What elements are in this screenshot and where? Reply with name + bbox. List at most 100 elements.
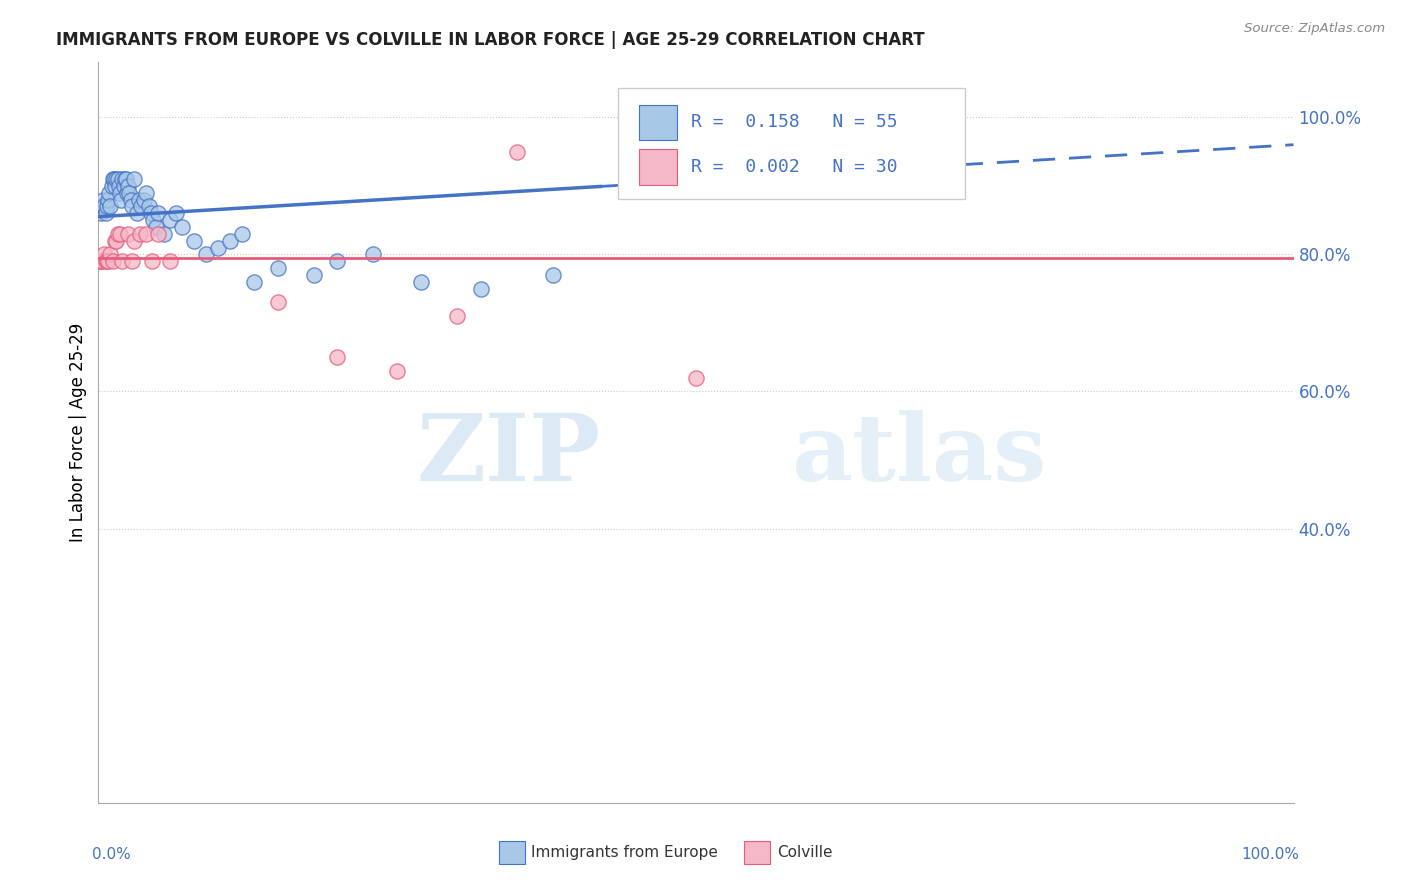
Point	[131, 199, 153, 213]
Point	[108, 186, 131, 200]
Point	[135, 227, 157, 241]
Point	[90, 206, 112, 220]
Point	[117, 178, 139, 193]
Point	[105, 234, 128, 248]
Point	[120, 193, 142, 207]
Point	[125, 206, 148, 220]
Point	[97, 193, 120, 207]
Point	[207, 240, 229, 255]
Point	[121, 254, 143, 268]
Point	[804, 137, 827, 152]
Point	[91, 193, 114, 207]
Bar	[638, 104, 676, 140]
Y-axis label: In Labor Force | Age 25-29: In Labor Force | Age 25-29	[69, 323, 87, 542]
Point	[117, 227, 139, 241]
Point	[115, 172, 138, 186]
Point	[112, 178, 135, 193]
Point	[411, 275, 433, 289]
Point	[89, 254, 111, 268]
Point	[98, 247, 122, 261]
Text: atlas: atlas	[792, 409, 1047, 500]
Point	[195, 247, 218, 261]
Point	[865, 137, 887, 152]
Point	[363, 247, 385, 261]
Point	[104, 178, 127, 193]
Point	[91, 254, 114, 268]
Text: IMMIGRANTS FROM EUROPE VS COLVILLE IN LABOR FORCE | AGE 25-29 CORRELATION CHART: IMMIGRANTS FROM EUROPE VS COLVILLE IN LA…	[56, 31, 925, 49]
Point	[219, 234, 242, 248]
Point	[101, 172, 124, 186]
Point	[541, 268, 564, 282]
Text: R =  0.158   N = 55: R = 0.158 N = 55	[692, 113, 898, 131]
Point	[96, 254, 118, 268]
Point	[118, 186, 141, 200]
Point	[231, 227, 253, 241]
Point	[91, 199, 114, 213]
Point	[129, 227, 152, 241]
Text: Source: ZipAtlas.com: Source: ZipAtlas.com	[1244, 22, 1385, 36]
Point	[135, 186, 157, 200]
Point	[153, 227, 176, 241]
Point	[93, 199, 115, 213]
Point	[326, 254, 349, 268]
Text: Colville: Colville	[778, 845, 832, 860]
Point	[172, 219, 194, 234]
FancyBboxPatch shape	[619, 88, 965, 200]
Point	[96, 199, 118, 213]
Point	[128, 193, 150, 207]
Point	[107, 178, 129, 193]
Point	[111, 172, 134, 186]
Point	[124, 172, 146, 186]
Point	[121, 199, 143, 213]
Point	[267, 295, 290, 310]
Point	[267, 261, 290, 276]
Point	[105, 172, 128, 186]
Point	[107, 227, 129, 241]
Text: 0.0%: 0.0%	[93, 847, 131, 863]
Point	[101, 254, 124, 268]
Point	[148, 206, 170, 220]
Point	[139, 206, 162, 220]
Point	[114, 172, 136, 186]
Bar	[499, 841, 524, 863]
Point	[243, 275, 266, 289]
Point	[98, 186, 121, 200]
Point	[470, 282, 492, 296]
Point	[110, 193, 132, 207]
Point	[385, 364, 409, 378]
Bar	[744, 841, 770, 863]
Point	[104, 234, 127, 248]
Point	[115, 186, 138, 200]
Point	[138, 199, 160, 213]
Point	[142, 213, 165, 227]
Point	[165, 206, 187, 220]
Point	[97, 254, 120, 268]
Point	[108, 227, 131, 241]
Point	[107, 172, 129, 186]
Point	[145, 219, 167, 234]
Bar	[638, 149, 676, 185]
Point	[326, 350, 349, 364]
Point	[183, 234, 205, 248]
Point	[159, 254, 181, 268]
Point	[132, 193, 155, 207]
Point	[141, 254, 163, 268]
Point	[100, 178, 122, 193]
Point	[98, 199, 122, 213]
Text: ZIP: ZIP	[416, 409, 600, 500]
Point	[124, 234, 146, 248]
Point	[159, 213, 181, 227]
Point	[148, 227, 170, 241]
Point	[446, 309, 468, 323]
Point	[94, 206, 117, 220]
Point	[302, 268, 325, 282]
Point	[506, 145, 529, 159]
Text: R =  0.002   N = 30: R = 0.002 N = 30	[692, 158, 898, 176]
Text: Immigrants from Europe: Immigrants from Europe	[531, 845, 718, 860]
Point	[94, 254, 117, 268]
Point	[685, 371, 707, 385]
Text: 100.0%: 100.0%	[1241, 847, 1299, 863]
Point	[111, 254, 134, 268]
Point	[93, 247, 115, 261]
Point	[90, 254, 112, 268]
